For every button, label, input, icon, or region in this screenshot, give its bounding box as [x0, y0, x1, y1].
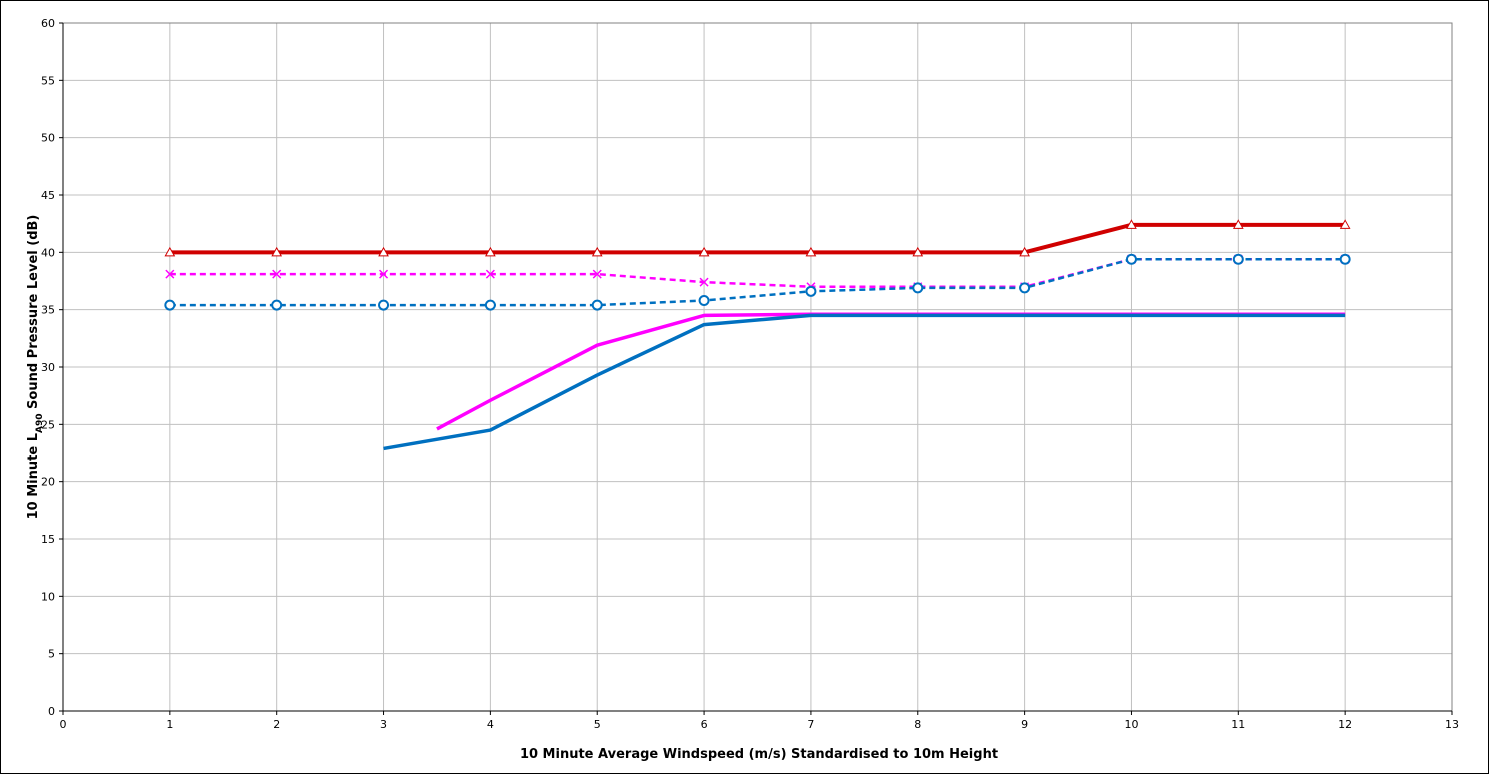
data-point-x	[592, 269, 602, 279]
gridlines	[63, 22, 1453, 711]
data-point-circle	[591, 299, 603, 311]
series-line	[169, 257, 1346, 307]
x-tick-label: 9	[1021, 718, 1028, 731]
data-point-triangle	[271, 246, 283, 257]
data-point-circle	[912, 282, 924, 294]
y-axis-title-prefix: 10 Minute L	[26, 433, 41, 519]
data-point-circle	[1125, 253, 1137, 265]
data-point-x	[485, 269, 495, 279]
y-tick-label: 60	[41, 17, 55, 30]
y-tick-label: 30	[41, 361, 55, 374]
x-tick-label: 4	[487, 718, 494, 731]
data-point-x	[379, 269, 389, 279]
y-tick-label: 5	[48, 648, 55, 661]
data-point-triangle	[378, 246, 389, 257]
x-tick-label: 0	[60, 718, 67, 731]
series-layer	[164, 219, 1351, 451]
x-tick-label: 12	[1338, 718, 1352, 731]
data-point-circle	[164, 299, 176, 311]
x-tick-label: 7	[807, 718, 814, 731]
x-tick-label: 8	[914, 718, 921, 731]
x-axis-title: 10 Minute Average Windspeed (m/s) Standa…	[520, 747, 998, 762]
y-tick-label: 40	[41, 246, 55, 259]
series-line	[383, 313, 1346, 451]
x-tick-labels: 0 1 2 3 4 5 6 7 8 9 10 11 12 13	[60, 718, 1460, 731]
data-point-circle	[378, 299, 390, 311]
x-tick-label: 10	[1124, 718, 1138, 731]
y-tick-label: 0	[48, 705, 55, 718]
x-tick-label: 1	[166, 718, 173, 731]
data-point-triangle	[591, 246, 603, 257]
y-axis-title: 10 Minute LA90 Sound Pressure Level (dB)	[26, 215, 45, 520]
data-point-x	[165, 269, 175, 279]
series-3	[164, 253, 1351, 311]
y-axis-title-subscript: A90	[35, 414, 45, 434]
x-tick-label: 5	[594, 718, 601, 731]
data-point-circle	[1339, 253, 1351, 265]
data-point-triangle	[1339, 219, 1351, 229]
x-tick-label: 13	[1445, 718, 1459, 731]
data-point-circle	[698, 294, 710, 306]
series-line	[169, 222, 1346, 255]
y-tick-labels: 0 5 10 15 20 25 30 35 40 45 50 55 60	[41, 17, 55, 718]
x-tick-label: 3	[380, 718, 387, 731]
y-tick-label: 25	[41, 418, 55, 431]
y-tick-label: 50	[41, 132, 55, 145]
series-1	[164, 219, 1351, 257]
data-point-triangle	[805, 246, 817, 257]
data-point-circle	[805, 285, 817, 297]
data-point-x	[699, 277, 709, 287]
data-point-circle	[1232, 253, 1244, 265]
data-point-circle	[271, 299, 283, 311]
y-tick-label: 55	[41, 74, 55, 87]
data-point-triangle	[485, 246, 496, 257]
data-point-triangle	[1019, 246, 1030, 257]
x-tick-label: 6	[701, 718, 708, 731]
data-point-triangle	[1232, 219, 1244, 229]
y-tick-label: 10	[41, 590, 55, 603]
data-point-triangle	[164, 246, 176, 257]
series-5	[383, 313, 1346, 451]
y-axis-title-suffix: Sound Pressure Level (dB)	[26, 215, 41, 414]
y-tick-label: 15	[41, 533, 55, 546]
data-point-circle	[484, 299, 496, 311]
x-tick-label: 11	[1231, 718, 1245, 731]
data-point-triangle	[698, 246, 710, 257]
data-point-triangle	[1126, 219, 1137, 229]
data-point-x	[272, 269, 282, 279]
x-tick-label: 2	[273, 718, 280, 731]
y-tick-label: 20	[41, 476, 55, 489]
data-point-circle	[1019, 282, 1031, 294]
y-tick-label: 35	[41, 304, 55, 317]
y-tick-label: 45	[41, 189, 55, 202]
axes	[59, 22, 1453, 715]
data-point-triangle	[912, 246, 924, 257]
